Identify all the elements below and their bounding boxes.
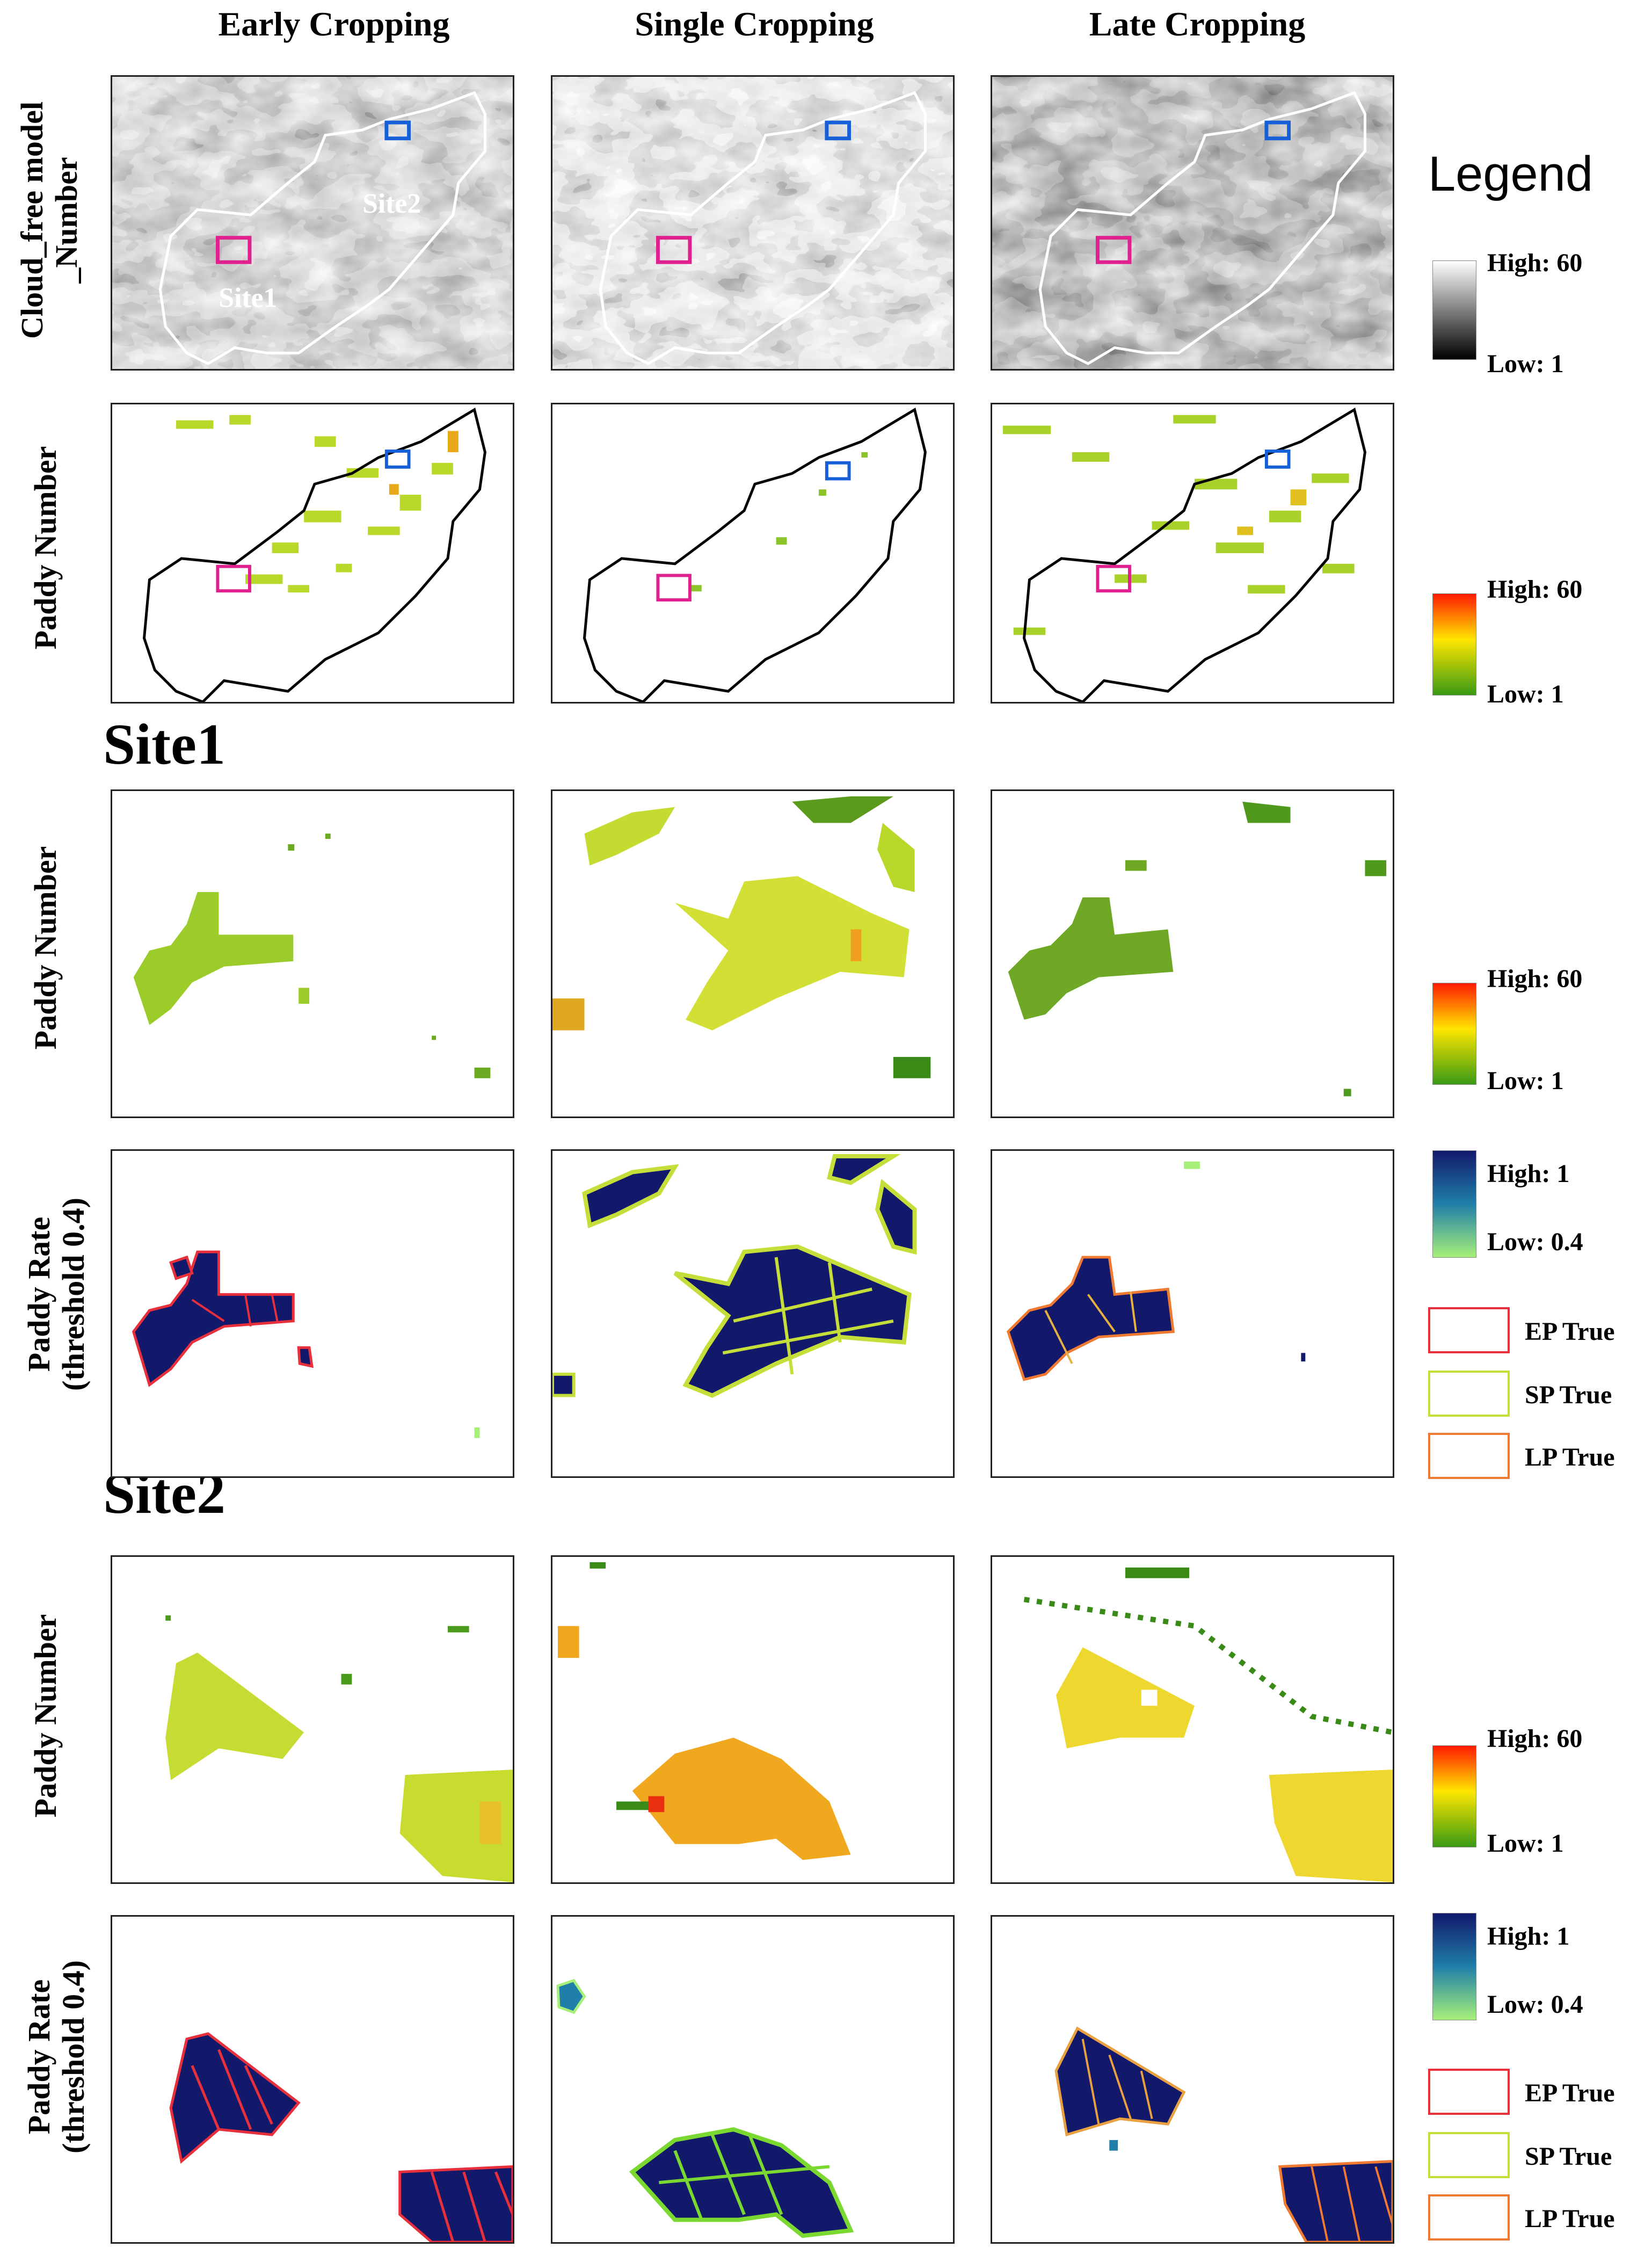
panel-site1-paddy-rate-late (991, 1149, 1394, 1478)
column-header-single: Single Cropping (635, 5, 874, 43)
legend-site1-paddy-rate-low: Low: 0.4 (1487, 1228, 1583, 1256)
region-boundary (143, 408, 486, 702)
region-boundary (158, 91, 486, 365)
legend-swatch-sp-true (1428, 1371, 1510, 1417)
column-header-late: Late Cropping (1089, 5, 1306, 43)
legend-label-ep-true: EP True (1525, 1317, 1615, 1346)
legend-bar-site2-paddy-rate (1432, 1913, 1476, 2020)
panel-site2-paddy-rate-late (991, 1915, 1394, 2244)
legend-site2-paddy-rate-low: Low: 0.4 (1487, 1990, 1583, 2019)
region-boundary (583, 408, 927, 702)
site1-box (215, 236, 252, 264)
site2-box (825, 120, 852, 141)
site2-box (1264, 450, 1291, 469)
legend-cloud-free-low: Low: 1 (1487, 350, 1564, 378)
row-label-site1-paddy-rate: Paddy Rate (threshold 0.4) (21, 1198, 91, 1391)
legend-label-sp-true: SP True (1525, 1381, 1612, 1409)
panel-site2-paddy-number-late (991, 1555, 1394, 1884)
legend-site1-paddy-number-low: Low: 1 (1487, 1067, 1564, 1095)
panel-paddy-number-late (991, 403, 1394, 704)
map-label-site1: Site1 (219, 282, 277, 313)
panel-site2-paddy-rate-single (551, 1915, 955, 2244)
panel-cloud-free-early: Site2 Site1 (111, 75, 514, 371)
site2-box (825, 461, 851, 481)
legend-site2-paddy-number-low: Low: 1 (1487, 1829, 1564, 1858)
panel-site2-paddy-number-single (551, 1555, 955, 1884)
legend-label-sp-true-2: SP True (1525, 2142, 1612, 2171)
legend-site1-paddy-rate-high: High: 1 (1487, 1159, 1570, 1188)
legend-bar-site1-paddy-rate (1432, 1150, 1476, 1258)
site1-box (656, 236, 692, 264)
legend-bar-paddy-number (1432, 593, 1476, 695)
panel-site2-paddy-number-early (111, 1555, 514, 1884)
site1-box (656, 574, 692, 602)
panel-paddy-number-single (551, 403, 955, 704)
legend-bar-cloud-free (1432, 260, 1476, 360)
legend-title: Legend (1428, 147, 1593, 201)
legend-label-lp-true-2: LP True (1525, 2205, 1615, 2233)
site2-box (384, 450, 411, 469)
row-label-cloud-free: Cloud_free model _Number (14, 102, 84, 339)
panel-cloud-free-single (551, 75, 955, 371)
region-boundary (1038, 91, 1366, 365)
panel-site1-paddy-rate-early (111, 1149, 514, 1478)
legend-swatch-ep-true (1428, 1307, 1510, 1353)
legend-swatch-lp-true-2 (1428, 2194, 1510, 2241)
legend-paddy-number-high: High: 60 (1487, 575, 1583, 604)
legend-swatch-lp-true (1428, 1433, 1510, 1479)
panel-site1-paddy-number-late (991, 789, 1394, 1118)
legend-site1-paddy-number-high: High: 60 (1487, 965, 1583, 993)
row-label-site2-paddy-number: Paddy Number (28, 1614, 63, 1818)
legend-label-lp-true: LP True (1525, 1443, 1615, 1471)
row-label-site2-paddy-rate: Paddy Rate (threshold 0.4) (21, 1960, 91, 2154)
panel-site1-paddy-number-single (551, 789, 955, 1118)
legend-site2-paddy-number-high: High: 60 (1487, 1724, 1583, 1753)
panel-paddy-number-early (111, 403, 514, 704)
site2-box (1264, 120, 1291, 141)
column-header-early: Early Cropping (218, 5, 450, 43)
legend-paddy-number-low: Low: 1 (1487, 680, 1564, 708)
section-title-site1: Site1 (103, 713, 225, 777)
row-label-paddy-number: Paddy Number (28, 446, 63, 650)
legend-label-ep-true-2: EP True (1525, 2079, 1615, 2107)
site1-box (1096, 564, 1131, 593)
row-label-site1-paddy-number: Paddy Number (28, 846, 63, 1050)
legend-bar-site1-paddy-number (1432, 983, 1476, 1085)
site1-box (216, 564, 251, 593)
legend-bar-site2-paddy-number (1432, 1745, 1476, 1847)
map-label-site2: Site2 (362, 189, 421, 219)
legend-swatch-sp-true-2 (1428, 2132, 1510, 2178)
panel-site1-paddy-rate-single (551, 1149, 955, 1478)
panel-site2-paddy-rate-early (111, 1915, 514, 2244)
legend-cloud-free-high: High: 60 (1487, 249, 1583, 277)
region-boundary (1023, 408, 1366, 702)
region-boundary (599, 91, 927, 365)
legend-site2-paddy-rate-high: High: 1 (1487, 1922, 1570, 1951)
panel-cloud-free-late (991, 75, 1394, 371)
site1-box (1095, 236, 1132, 264)
panel-site1-paddy-number-early (111, 789, 514, 1118)
site2-box (384, 120, 411, 141)
legend-swatch-ep-true-2 (1428, 2069, 1510, 2115)
